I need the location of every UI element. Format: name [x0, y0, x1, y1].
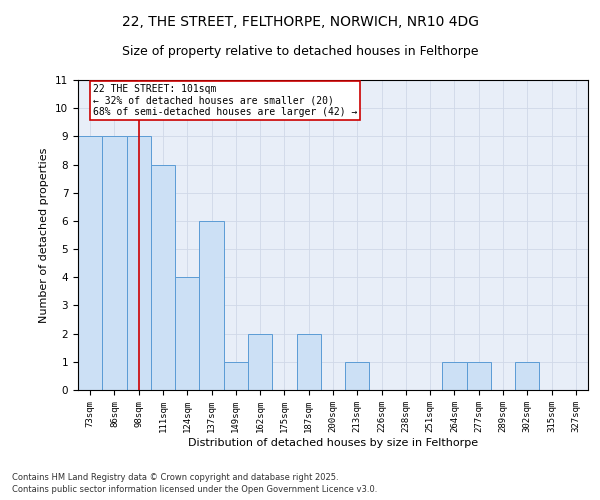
Bar — [151, 164, 175, 390]
Bar — [78, 136, 102, 390]
Text: Contains public sector information licensed under the Open Government Licence v3: Contains public sector information licen… — [12, 486, 377, 494]
Bar — [467, 362, 491, 390]
Y-axis label: Number of detached properties: Number of detached properties — [40, 148, 49, 322]
Text: Size of property relative to detached houses in Felthorpe: Size of property relative to detached ho… — [122, 45, 478, 58]
X-axis label: Distribution of detached houses by size in Felthorpe: Distribution of detached houses by size … — [188, 438, 478, 448]
Bar — [224, 362, 248, 390]
Bar — [515, 362, 539, 390]
Text: 22, THE STREET, FELTHORPE, NORWICH, NR10 4DG: 22, THE STREET, FELTHORPE, NORWICH, NR10… — [121, 15, 479, 29]
Bar — [199, 221, 224, 390]
Bar — [248, 334, 272, 390]
Text: Contains HM Land Registry data © Crown copyright and database right 2025.: Contains HM Land Registry data © Crown c… — [12, 473, 338, 482]
Bar — [442, 362, 467, 390]
Bar — [296, 334, 321, 390]
Bar — [175, 278, 199, 390]
Bar — [102, 136, 127, 390]
Text: 22 THE STREET: 101sqm
← 32% of detached houses are smaller (20)
68% of semi-deta: 22 THE STREET: 101sqm ← 32% of detached … — [92, 84, 357, 117]
Bar — [127, 136, 151, 390]
Bar — [345, 362, 370, 390]
